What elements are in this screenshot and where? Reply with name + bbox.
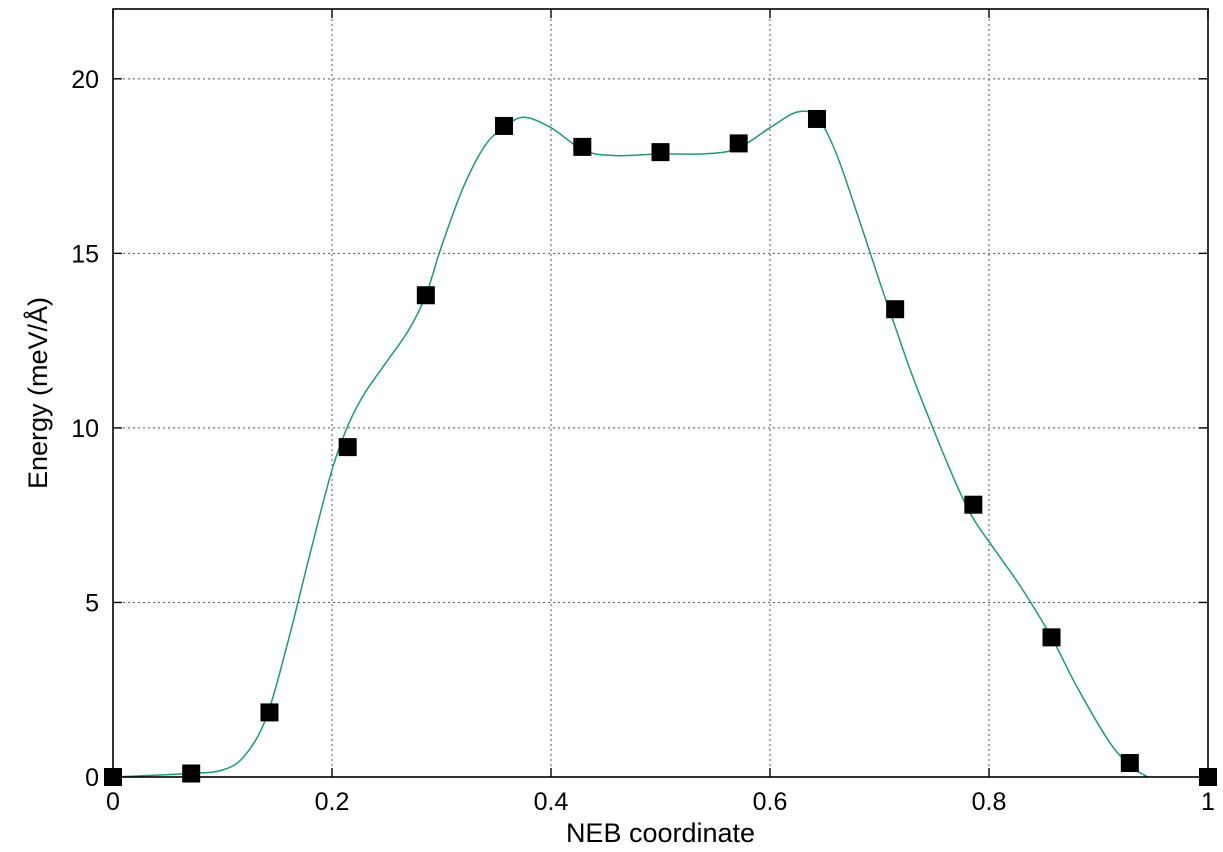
data-point <box>338 438 357 457</box>
grid <box>113 9 1208 777</box>
x-tick-label: 0.6 <box>753 788 788 816</box>
y-tick-label: 5 <box>85 589 99 617</box>
fit-curve-line <box>112 110 1149 778</box>
y-tick-label: 20 <box>71 66 99 94</box>
data-point <box>964 495 983 514</box>
fit-curve <box>112 110 1149 778</box>
x-tick-label: 0.4 <box>534 788 569 816</box>
x-tick-label: 0 <box>106 788 120 816</box>
y-tick-label: 15 <box>71 240 99 268</box>
x-tick-label: 1 <box>1201 788 1215 816</box>
data-point <box>1120 754 1139 773</box>
y-tick-labels: 0 5 10 15 20 <box>71 66 99 792</box>
data-point <box>886 300 905 319</box>
x-tick-labels: 0 0.2 0.4 0.6 0.8 1 <box>106 788 1215 816</box>
y-tick-label: 0 <box>85 764 99 792</box>
data-point <box>573 137 592 156</box>
y-axis-title: Energy (meV/Å) <box>22 297 53 489</box>
data-point <box>807 109 826 128</box>
data-points <box>104 109 1217 786</box>
data-point <box>495 116 514 135</box>
x-tick-label: 0.2 <box>315 788 350 816</box>
data-point <box>651 143 670 162</box>
data-point <box>729 134 748 153</box>
data-point <box>260 703 279 722</box>
tick-marks <box>112 9 1209 778</box>
x-axis-title: NEB coordinate <box>566 818 755 848</box>
data-point <box>416 286 435 305</box>
plot-frame <box>112 8 1209 778</box>
y-tick-label: 10 <box>71 415 99 443</box>
data-point <box>1042 628 1061 647</box>
data-point <box>182 764 201 783</box>
x-tick-label: 0.8 <box>972 788 1007 816</box>
